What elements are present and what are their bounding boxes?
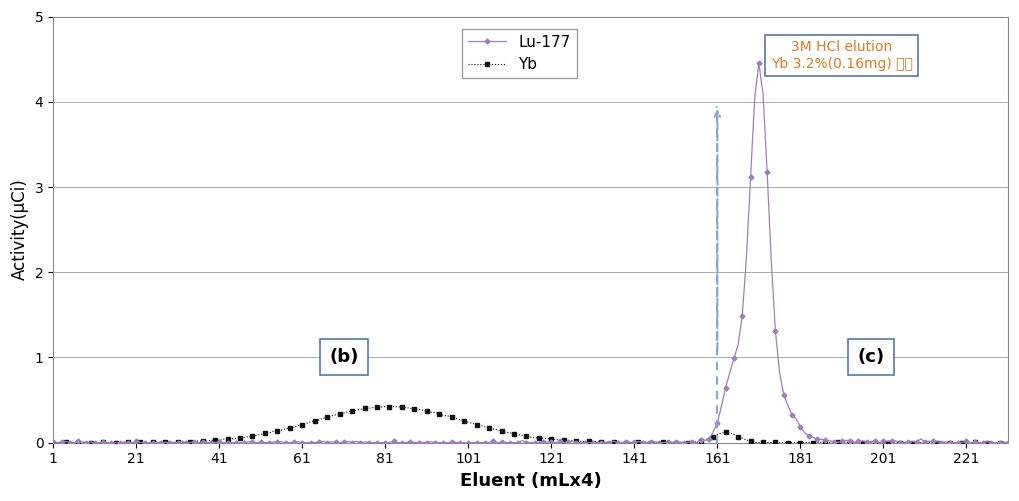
Yb bbox=[1002, 439, 1014, 445]
Legend: Lu-177, Yb: Lu-177, Yb bbox=[462, 29, 577, 78]
Lu-177 bbox=[47, 439, 59, 445]
Y-axis label: Activity(μCi): Activity(μCi) bbox=[11, 179, 30, 281]
Yb bbox=[189, 439, 201, 445]
Lu-177 bbox=[1002, 439, 1014, 445]
Lu-177 bbox=[753, 60, 765, 66]
Lu-177 bbox=[189, 439, 201, 445]
Text: (b): (b) bbox=[329, 348, 359, 366]
Yb bbox=[931, 439, 944, 445]
Yb bbox=[463, 419, 475, 425]
Lu-177 bbox=[973, 439, 985, 445]
Lu-177 bbox=[459, 439, 471, 445]
X-axis label: Eluent (mLx4): Eluent (mLx4) bbox=[460, 472, 601, 490]
Line: Yb: Yb bbox=[52, 405, 1010, 444]
Yb bbox=[379, 404, 391, 410]
Yb bbox=[964, 439, 976, 445]
Lu-177 bbox=[964, 439, 976, 445]
Lu-177 bbox=[76, 439, 89, 445]
Lu-177 bbox=[931, 439, 944, 445]
Yb bbox=[47, 439, 59, 445]
Line: Lu-177: Lu-177 bbox=[52, 61, 1010, 444]
Yb bbox=[55, 439, 67, 445]
Yb bbox=[76, 439, 89, 445]
Text: (c): (c) bbox=[857, 348, 884, 366]
Text: 3M HCl elution
Yb 3.2%(0.16mg) 포함: 3M HCl elution Yb 3.2%(0.16mg) 포함 bbox=[771, 41, 913, 71]
Lu-177 bbox=[51, 439, 63, 445]
Yb bbox=[973, 439, 985, 445]
